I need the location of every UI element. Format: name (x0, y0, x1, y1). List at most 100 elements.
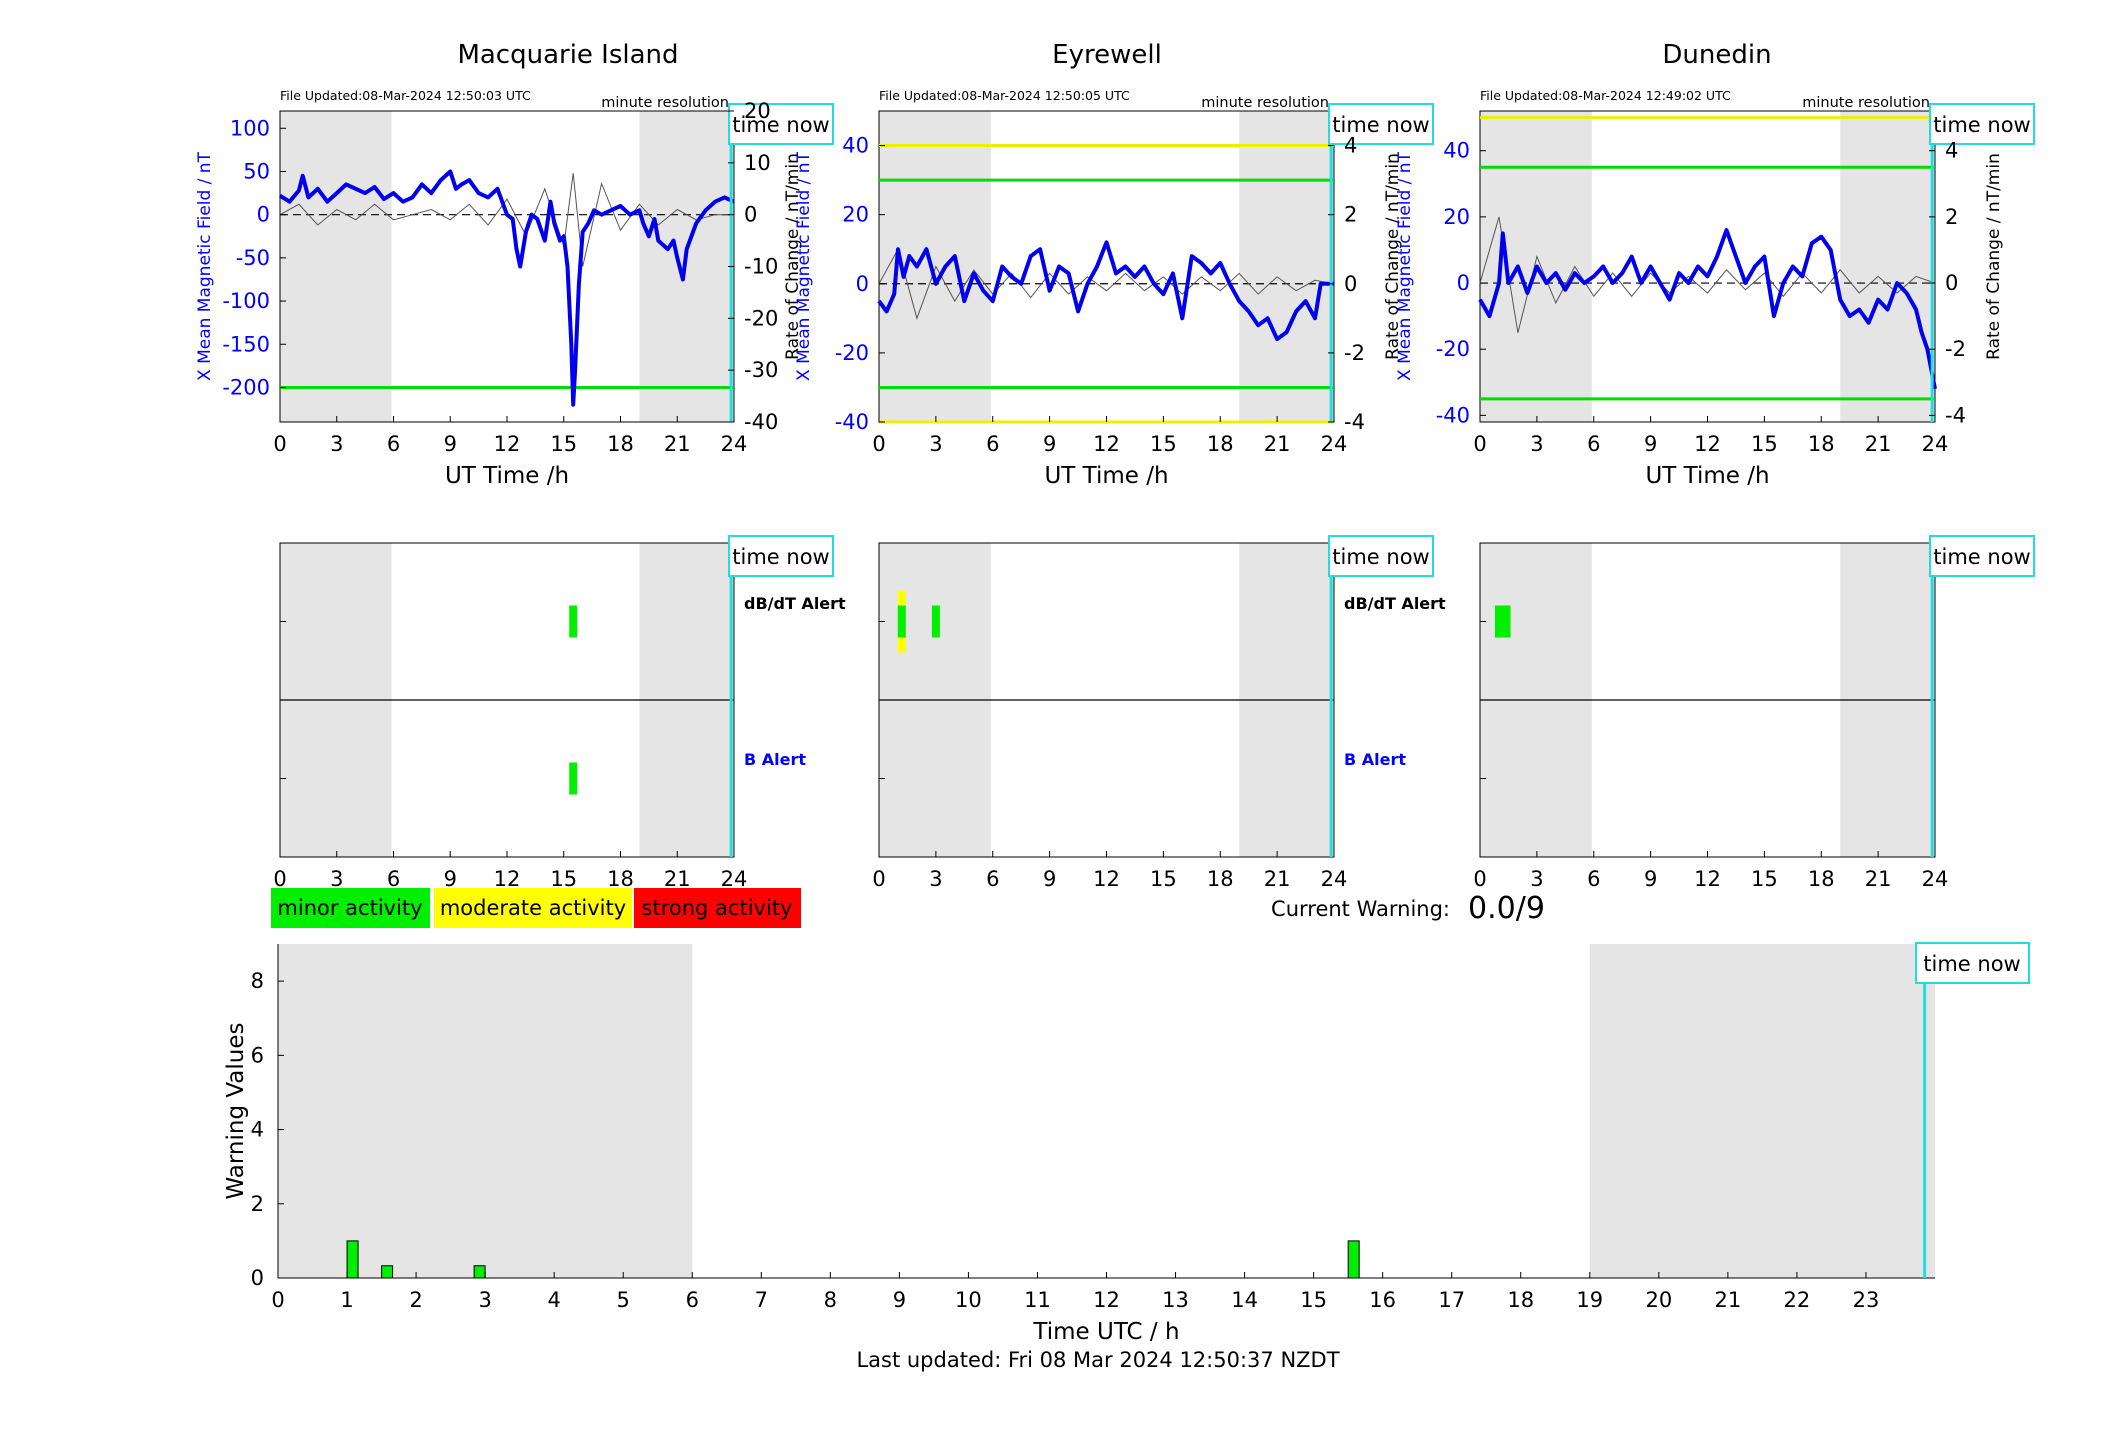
y-tick-label: 20 (1443, 205, 1470, 229)
x-tick-label: 21 (1865, 432, 1892, 456)
night-shading (1589, 944, 1935, 1278)
field-plot: time now-200-150-100-50050100-40-30-20-1… (195, 99, 834, 489)
x-axis-label: UT Time /h (1044, 463, 1168, 489)
x-tick-label: 9 (1644, 432, 1657, 456)
y2-tick-label: 0 (1945, 271, 1958, 295)
x-tick-label: 12 (494, 432, 521, 456)
x-tick-label: 18 (1507, 1288, 1534, 1312)
rate-of-change-line (878, 247, 1335, 320)
time-now-label: time now (1933, 545, 2030, 569)
y-tick-label: -40 (835, 410, 869, 434)
station-panel-2: Dunedin File Updated:08-Mar-2024 12:49:02… (1395, 40, 2035, 891)
alert-panel: time now dB/dT Alert B Alert 0 3 6 9 12 15 18 21 24 (273, 535, 846, 891)
activity-legend: minor activity moderate activity strong … (271, 888, 801, 928)
y2-tick-label: -20 (744, 306, 778, 330)
x-tick-label: 14 (1231, 1288, 1258, 1312)
x-tick-label: 21 (664, 867, 691, 891)
night-shading (280, 111, 392, 422)
x-tick-label: 11 (1024, 1288, 1051, 1312)
x-tick-label: 3 (929, 867, 942, 891)
resolution-text: minute resolution (601, 95, 729, 111)
x-tick-label: 20 (1645, 1288, 1672, 1312)
x-tick-label: 24 (721, 432, 748, 456)
y-tick-label: 0 (1457, 271, 1470, 295)
x-tick-label: 9 (893, 1288, 906, 1312)
time-now-box (1929, 103, 2035, 145)
x-tick-label: 12 (1694, 432, 1721, 456)
x-tick-label: 24 (721, 867, 748, 891)
time-now-box (728, 535, 834, 577)
x-tick-label: 24 (1922, 432, 1949, 456)
x-tick-label: 3 (1530, 432, 1543, 456)
x-tick-label: 2 (409, 1288, 422, 1312)
x-tick-label: 9 (1644, 867, 1657, 891)
y2-tick-label: 2 (1344, 203, 1357, 227)
x-tick-label: 21 (1865, 867, 1892, 891)
night-shading (639, 111, 734, 422)
x-tick-label: 23 (1853, 1288, 1880, 1312)
x-tick-label: 9 (444, 432, 457, 456)
y-tick-label: 0 (856, 272, 869, 296)
x-tick-label: 16 (1369, 1288, 1396, 1312)
station-title: Dunedin (1662, 40, 1771, 70)
x-tick-label: 0 (271, 1288, 284, 1312)
x-tick-label: 3 (330, 432, 343, 456)
station-title: Macquarie Island (457, 40, 678, 70)
x-tick-label: 6 (387, 432, 400, 456)
y-tick-label: 100 (230, 116, 270, 140)
x-tick-label: 6 (986, 432, 999, 456)
y2-tick-label: 10 (744, 151, 771, 175)
y-axis-label: X Mean Magnetic Field / nT (1395, 151, 1415, 381)
x-tick-label: 3 (1530, 867, 1543, 891)
y-axis-label: Warning Values (223, 1022, 249, 1199)
station-panel-0: Macquarie Island File Updated:08-Mar-2024… (195, 40, 846, 891)
x-tick-label: 18 (1808, 432, 1835, 456)
x-tick-label: 3 (478, 1288, 491, 1312)
time-now-box (728, 103, 834, 145)
y2-tick-label: -2 (1344, 341, 1365, 365)
night-shading (1239, 111, 1334, 422)
rate-of-change-line (1479, 216, 1936, 333)
b-alert-mark (569, 762, 578, 795)
x-tick-label: 7 (755, 1288, 768, 1312)
x-tick-label: 9 (444, 867, 457, 891)
y2-tick-label: -4 (1344, 410, 1365, 434)
x-tick-label: 13 (1162, 1288, 1189, 1312)
dbdt-alert-mark (931, 605, 940, 638)
x-tick-label: 5 (617, 1288, 630, 1312)
y-tick-label: 8 (251, 969, 264, 993)
x-tick-label: 12 (1093, 1288, 1120, 1312)
y2-tick-label: 4 (1344, 134, 1357, 158)
warning-bar (381, 1265, 394, 1279)
x-tick-label: 17 (1438, 1288, 1465, 1312)
time-now-box (1328, 535, 1434, 577)
x-tick-label: 4 (547, 1288, 560, 1312)
legend-moderate-swatch (434, 888, 632, 928)
x-tick-label: 18 (607, 867, 634, 891)
station-title: Eyrewell (1052, 40, 1162, 70)
x-tick-label: 21 (1715, 1288, 1742, 1312)
y-axis-label: X Mean Magnetic Field / nT (794, 151, 814, 381)
night-shading (1840, 111, 1935, 422)
y-tick-label: 6 (251, 1043, 264, 1067)
dbdt-alert-label: dB/dT Alert (1344, 594, 1446, 613)
x-tick-label: 24 (1321, 867, 1348, 891)
x-tick-label: 9 (1043, 867, 1056, 891)
night-shading (278, 944, 693, 1278)
y2-axis-label: Rate of Change / nT/min (1383, 153, 1403, 360)
x-tick-label: 0 (273, 867, 286, 891)
file-updated-text: File Updated:08-Mar-2024 12:49:02 UTC (1480, 88, 1731, 103)
time-now-box (1328, 103, 1434, 145)
x-tick-label: 1 (340, 1288, 353, 1312)
x-tick-label: 15 (550, 432, 577, 456)
b-alert-label: B Alert (744, 750, 806, 769)
y-tick-label: 40 (842, 134, 869, 158)
time-now-box (1915, 942, 2030, 984)
x-tick-label: 3 (330, 867, 343, 891)
x-tick-label: 8 (824, 1288, 837, 1312)
alert-panel: time now dB/dT Alert B Alert 0 3 6 9 12 15 18 21 24 (872, 535, 1446, 891)
resolution-text: minute resolution (1201, 95, 1329, 111)
time-now-label: time now (1332, 545, 1429, 569)
